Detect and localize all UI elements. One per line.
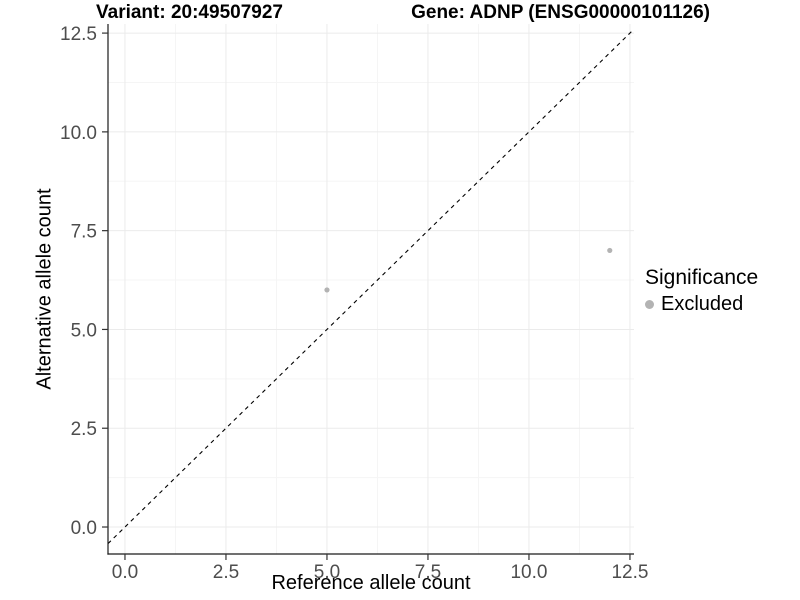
y-tick-label: 5.0: [71, 320, 97, 341]
y-tick-label: 7.5: [71, 222, 97, 243]
axis-lines: [107, 24, 634, 555]
x-tick-label: 10.0: [510, 562, 547, 583]
grid-major: [108, 24, 634, 554]
x-tick-label: 5.0: [314, 562, 340, 583]
plot-titles: Variant: 20:49507927 Gene: ADNP (ENSG000…: [96, 2, 710, 24]
grid-minor: [108, 24, 634, 554]
y-tick-label: 10.0: [60, 123, 97, 144]
tick-labels: 0.0 2.5 5.0 7.5 10.0 12.5 0.0 2.5 5.0 7.5 10.0 12.5: [60, 24, 648, 583]
data-point: [324, 287, 330, 293]
axis-ticks: [102, 32, 631, 560]
legend-title: Significance: [645, 266, 759, 289]
data-points: [324, 247, 613, 293]
legend-item-excluded: Excluded: [645, 293, 758, 316]
identity-line: [107, 28, 635, 545]
x-tick-label: 0.0: [112, 562, 138, 583]
legend-item-label: Excluded: [661, 293, 744, 315]
plot-title-variant: Variant: 20:49507927: [96, 2, 283, 23]
y-tick-label: 2.5: [71, 419, 97, 440]
x-tick-label: 2.5: [213, 562, 239, 583]
legend: Significance Excluded: [645, 266, 758, 316]
excluded-point-icon: [645, 300, 654, 309]
y-tick-label: 0.0: [71, 518, 97, 539]
x-tick-label: 7.5: [415, 562, 441, 583]
x-axis-title: Reference allele count: [271, 572, 471, 594]
y-axis-title: Alternative allele count: [33, 188, 56, 390]
x-tick-label: 12.5: [611, 562, 648, 583]
data-point: [607, 247, 613, 254]
plot-title-gene: Gene: ADNP (ENSG00000101126): [411, 2, 710, 23]
y-tick-label: 12.5: [60, 24, 97, 45]
